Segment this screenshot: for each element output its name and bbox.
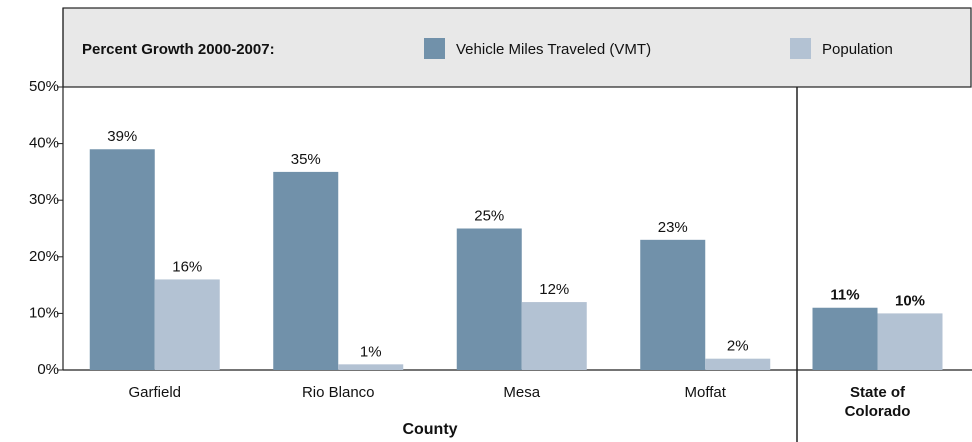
bar xyxy=(705,358,771,370)
bar xyxy=(456,228,522,370)
data-label: 16% xyxy=(172,258,202,275)
data-label: 25% xyxy=(474,207,504,224)
data-label: 23% xyxy=(658,219,688,236)
x-tick-label: State of Colorado xyxy=(844,384,911,420)
x-tick-label: Rio Blanco xyxy=(301,384,375,401)
y-tick-label: 50% xyxy=(29,78,59,95)
bar xyxy=(338,364,404,370)
x-axis-title: County xyxy=(402,421,457,438)
data-label: 11% xyxy=(830,287,859,304)
y-tick-label: 20% xyxy=(29,248,59,265)
bar xyxy=(640,239,706,370)
y-tick-label: 0% xyxy=(37,361,59,378)
x-tick-label: Garfield xyxy=(128,384,182,401)
data-label: 39% xyxy=(107,128,137,145)
legend-swatch xyxy=(424,38,445,59)
bar xyxy=(812,307,878,370)
data-label: 12% xyxy=(539,281,569,298)
legend-box xyxy=(62,7,972,88)
data-label: 10% xyxy=(895,292,925,309)
bar xyxy=(154,279,220,370)
legend-swatch xyxy=(790,38,811,59)
y-tick-label: 10% xyxy=(29,304,59,321)
bar xyxy=(877,313,943,370)
x-tick-label: Mesa xyxy=(503,384,541,401)
bar xyxy=(521,302,587,370)
data-label: 1% xyxy=(360,343,382,360)
bar xyxy=(273,171,339,370)
x-tick-label: Moffat xyxy=(684,384,726,401)
data-label: 2% xyxy=(727,338,749,355)
y-tick-label: 30% xyxy=(29,191,59,208)
legend-title: Percent Growth 2000-2007: xyxy=(82,41,275,58)
data-label: 35% xyxy=(291,151,321,168)
legend-label: Vehicle Miles Traveled (VMT) xyxy=(456,41,651,58)
legend-label: Population xyxy=(822,41,893,58)
bar xyxy=(89,149,155,370)
y-tick-label: 40% xyxy=(29,135,59,152)
